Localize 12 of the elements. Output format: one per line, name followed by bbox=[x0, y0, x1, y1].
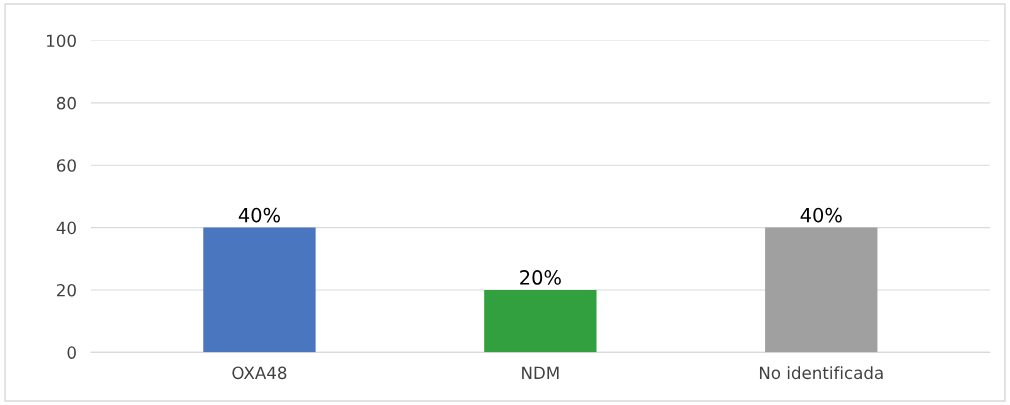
y-tick-label: 100 bbox=[47, 34, 76, 48]
data-label: 40% bbox=[238, 207, 280, 223]
x-tick-label: OXA48 bbox=[232, 366, 287, 380]
y-tick-label: 20 bbox=[57, 283, 76, 297]
y-tick-label: 0 bbox=[67, 346, 76, 359]
data-label: 40% bbox=[800, 207, 842, 223]
y-tick-label: 40 bbox=[56, 221, 76, 235]
y-tick-label: 80 bbox=[56, 96, 76, 110]
data-label: 20% bbox=[520, 270, 561, 285]
x-tick-label: NDM bbox=[522, 366, 559, 379]
x-tick-label: No identificada bbox=[759, 366, 883, 380]
y-tick-label: 60 bbox=[56, 159, 76, 172]
